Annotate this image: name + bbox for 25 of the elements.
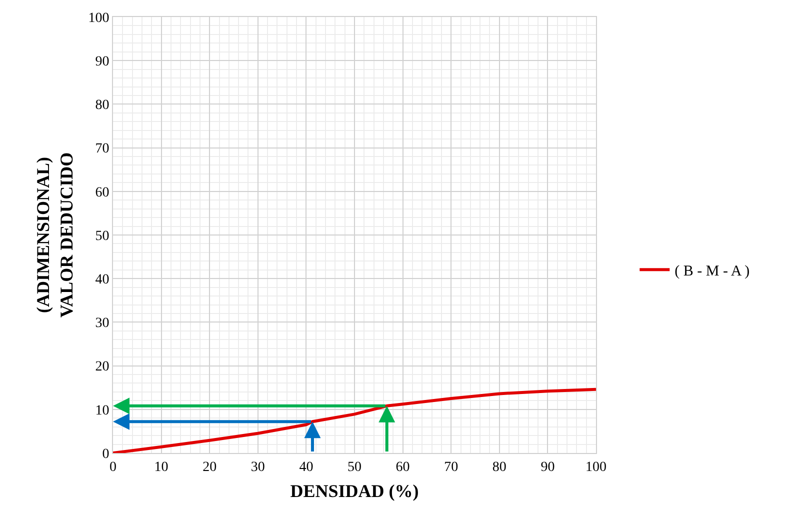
x-tick-label: 70	[444, 460, 458, 475]
y-tick-label: 10	[95, 403, 110, 418]
x-tick-label: 90	[540, 460, 555, 475]
y-tick-label: 90	[95, 54, 110, 70]
x-tick-label: 40	[299, 460, 314, 475]
x-tick-label: 80	[492, 460, 506, 475]
y-tick-label: 0	[102, 446, 110, 462]
y-tick-label: 60	[95, 185, 110, 200]
y-tick-label: 70	[95, 142, 110, 157]
y-tick-label: 50	[95, 228, 110, 244]
x-tick-label: 100	[586, 460, 606, 475]
y-axis-title: (ADIMENSIONAL) VALOR DEDUCIDO	[33, 152, 76, 318]
x-tick-label: 60	[396, 460, 410, 475]
y-tick-label: 100	[88, 10, 110, 26]
y-tick-label: 80	[95, 98, 110, 114]
y-tick-label: 20	[95, 360, 110, 375]
y-tick-label: 30	[95, 316, 110, 332]
x-tick-label: 20	[202, 460, 217, 475]
x-tick-label: 50	[348, 460, 362, 475]
legend-label: ( B - M - A )	[674, 263, 750, 280]
y-tick-label: 40	[95, 272, 110, 288]
x-tick-label: 10	[154, 460, 168, 475]
line-series	[113, 388, 596, 453]
x-tick-label: 30	[250, 460, 265, 475]
x-axis-title: DENSIDAD (%)	[290, 480, 419, 501]
